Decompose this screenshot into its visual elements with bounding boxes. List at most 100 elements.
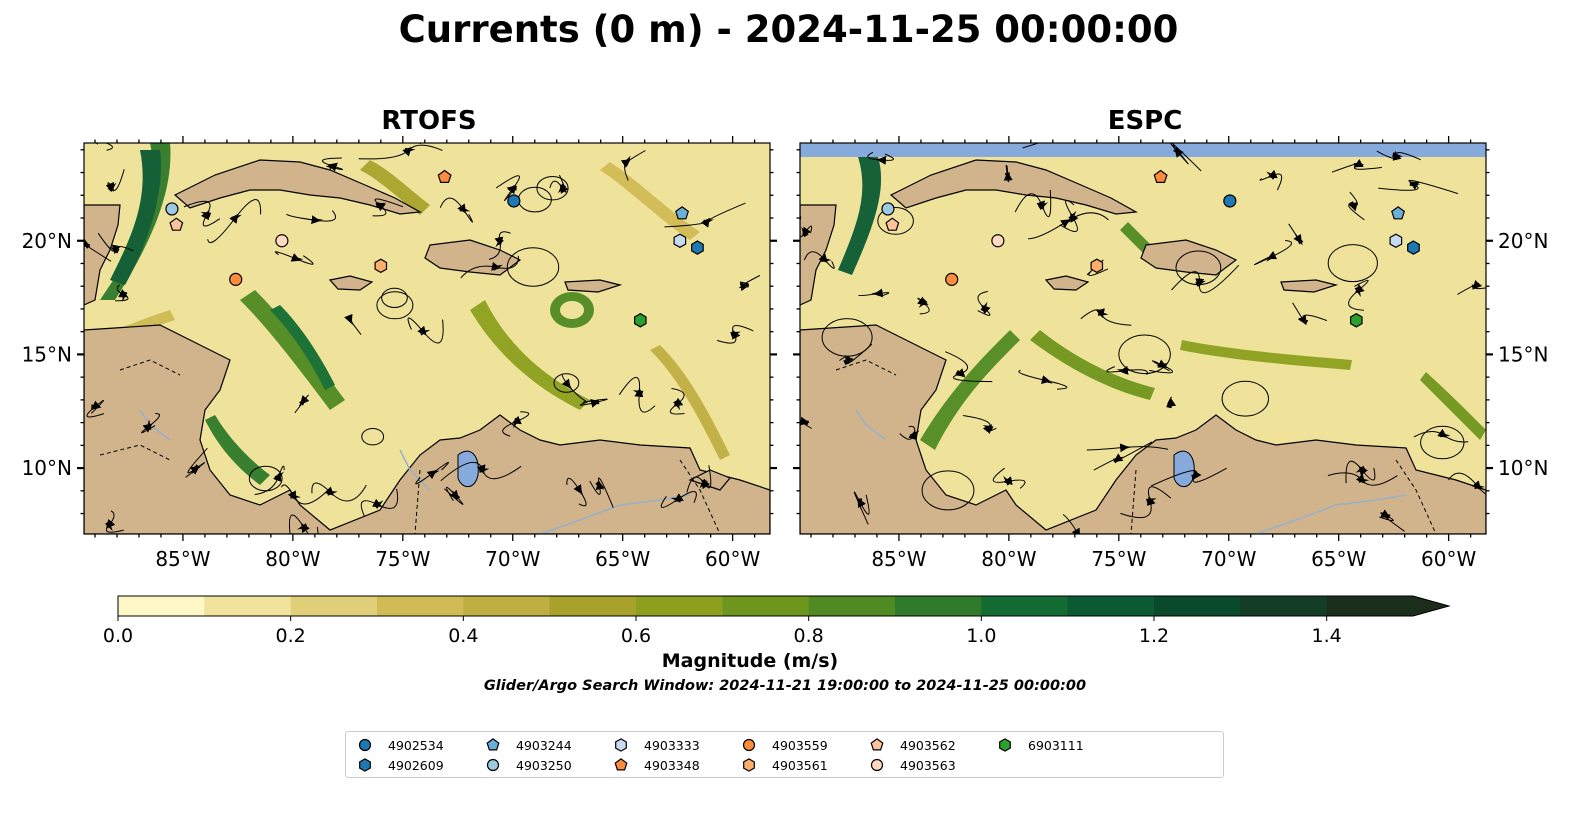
- streamline-arrow: [1295, 234, 1304, 245]
- espc-map: [800, 143, 1486, 534]
- streamline-arrow: [478, 468, 490, 473]
- streamline-arrow: [623, 155, 631, 166]
- colorbar-cell: [808, 596, 896, 616]
- legend-item-4902534: 4902534: [354, 736, 444, 754]
- legend-label: 4903244: [516, 737, 572, 753]
- float-legend: 4902534 4902609 4903244 4903250 4903333 49033…: [345, 731, 1224, 778]
- lat-tick-label: 20°N: [22, 229, 72, 253]
- streamline-arrow: [1358, 477, 1370, 483]
- legend-label: 4903562: [900, 737, 956, 753]
- eddy-streamline: [1175, 250, 1222, 286]
- eddy-streamline: [1221, 380, 1270, 417]
- streamline-arrow: [821, 257, 832, 263]
- eddy-streamline: [1420, 425, 1465, 460]
- streamline-arrow: [231, 214, 242, 222]
- eddy-streamline: [553, 373, 580, 393]
- eddy-streamline: [821, 318, 873, 357]
- streamline-arrow: [595, 480, 604, 491]
- eddy-streamline: [361, 428, 385, 446]
- legend-label: 4903559: [772, 737, 828, 753]
- streamline-arrow: [1097, 310, 1109, 316]
- streamline-arrow: [1409, 181, 1421, 187]
- streamline-arrow: [495, 237, 504, 248]
- legend-label: 6903111: [1028, 737, 1084, 753]
- streamline-arrow: [738, 282, 749, 289]
- streamline-arrow: [1173, 147, 1183, 157]
- streamline-arrow: [1266, 171, 1276, 180]
- float-marker-4903244: [1391, 206, 1406, 220]
- legend-item-4903333: 4903333: [610, 736, 700, 754]
- streamline-arrow: [312, 218, 323, 223]
- colorbar-tick-label: 0.2: [276, 625, 306, 647]
- colorbar-cell: [981, 596, 1069, 616]
- float-marker-4903562: [169, 217, 184, 231]
- streamline-arrow: [429, 470, 440, 477]
- streamline-arrow: [192, 464, 201, 474]
- eddy-streamline: [877, 207, 914, 235]
- lat-tick-label: 10°N: [22, 456, 72, 480]
- streamline-arrow: [146, 419, 152, 430]
- pentagon-marker-icon: [870, 738, 884, 751]
- streamline-arrow: [1121, 444, 1132, 450]
- hexagon-marker-icon: [743, 758, 755, 772]
- streamline-arrow: [105, 521, 113, 532]
- float-marker-4902609: [1407, 240, 1420, 255]
- streamline-arrow: [405, 147, 416, 153]
- float-marker-4903348: [437, 169, 452, 183]
- streamline-arrow: [1113, 456, 1124, 464]
- hexagon-marker-icon: [999, 738, 1011, 752]
- rtofs-map: [84, 143, 770, 534]
- streamline-arrow: [800, 419, 809, 426]
- streamline-arrow: [274, 471, 284, 481]
- streamline-arrow: [513, 417, 520, 429]
- streamline-arrow: [1348, 201, 1356, 212]
- float-marker-4902534: [507, 194, 521, 208]
- streamline-arrow: [575, 486, 584, 497]
- lat-tick-label: 20°N: [1498, 229, 1548, 253]
- streamline-arrow: [91, 404, 102, 410]
- colorbar-extend-arrow: [1413, 596, 1449, 616]
- streamline-arrow: [95, 143, 96, 144]
- espc-axis-ticks: 85°W 80°W 75°W 70°W 65°W 60°W 20°N 15°N 10°N: [793, 136, 1548, 571]
- legend-item-4903559: 4903559: [738, 736, 828, 754]
- lon-tick-label: 80°W: [265, 547, 320, 571]
- streamline-arrow: [1439, 432, 1451, 438]
- colorbar-cell: [722, 596, 810, 616]
- streamline-arrow: [1004, 172, 1010, 183]
- colorbar-cell: [290, 596, 378, 616]
- circle-marker-icon: [486, 758, 500, 772]
- colorbar-tick-label: 0.8: [794, 625, 824, 647]
- float-marker-4903563: [275, 234, 289, 248]
- landmass: [800, 159, 1486, 534]
- streamline-arrow: [673, 399, 681, 411]
- float-marker-4903250: [165, 202, 179, 216]
- figure-title: Currents (0 m) - 2024-11-25 00:00:00: [398, 8, 1179, 51]
- streamline-arrow: [492, 264, 503, 271]
- legend-label: 4903561: [772, 757, 828, 773]
- colorbar-tick-label: 1.4: [1312, 625, 1342, 647]
- eddy-streamline: [1118, 334, 1171, 375]
- legend-item-6903111: 6903111: [994, 736, 1084, 754]
- rtofs-panel-title: RTOFS: [381, 106, 477, 136]
- streamline-arrow: [1195, 280, 1206, 287]
- streamline-arrow: [670, 497, 682, 503]
- lon-tick-label: 65°W: [595, 547, 650, 571]
- streamline-arrow: [327, 490, 338, 496]
- map-panels: 85°W 80°W 75°W 70°W 65°W 60°W 20°N 15°N 10°N: [22, 136, 1548, 571]
- no-data-band: [800, 143, 1486, 157]
- float-marker-4903561: [1090, 258, 1104, 274]
- float-marker-4903348: [1153, 169, 1168, 183]
- lon-tick-label: 60°W: [1421, 547, 1476, 571]
- streamline-arrow: [1042, 376, 1053, 384]
- streamline-arrow: [328, 162, 339, 170]
- eddy-streamline: [248, 465, 283, 492]
- streamlines: [800, 143, 1486, 534]
- lon-tick-label: 75°W: [375, 547, 430, 571]
- colorbar-tick-label: 0.4: [448, 625, 478, 647]
- streamline-arrow: [1003, 475, 1012, 486]
- float-markers: [881, 169, 1420, 328]
- colorbar-cell: [895, 596, 982, 616]
- streamline-arrow: [909, 430, 920, 439]
- float-marker-6903111: [1350, 313, 1363, 328]
- eddy-streamline: [376, 291, 414, 320]
